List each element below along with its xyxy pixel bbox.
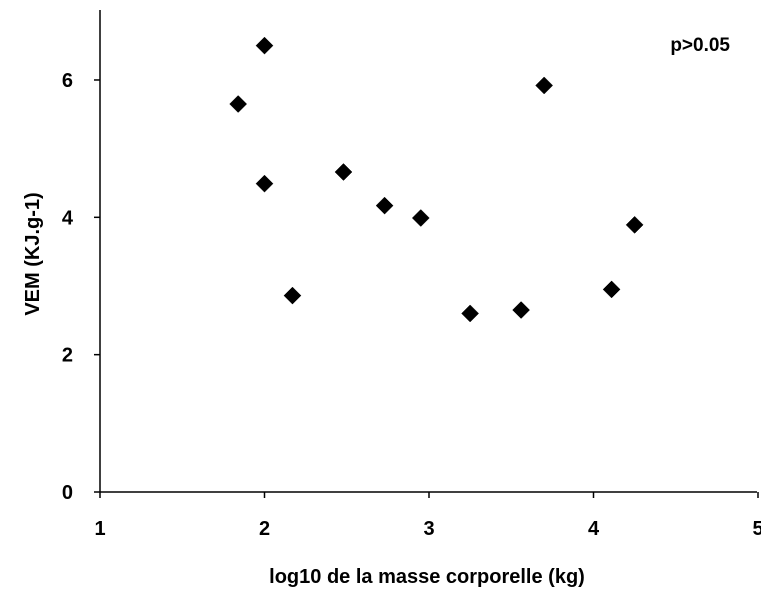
y-tick-label-6: 6 [62,70,73,92]
y-axis-title: VEM (KJ.g-1) [22,192,44,315]
data-point-12 [625,216,644,234]
data-point-9 [512,301,530,319]
x-tick-label-2: 2 [259,518,270,540]
tick-labels: 1 2 3 4 5 0 2 4 6 [62,70,761,540]
y-tick-label-4: 4 [62,207,74,229]
y-tick-label-2: 2 [62,345,73,367]
data-point-6 [375,196,394,215]
x-axis-title: log10 de la masse corporelle (kg) [269,566,585,588]
data-point-10 [535,76,554,95]
data-point-3 [255,174,274,193]
data-point-5 [334,163,353,181]
axes [99,10,757,493]
ticks [94,79,759,498]
x-tick-label-5: 5 [752,518,761,540]
data-point-11 [602,280,621,299]
x-tick-label-1: 1 [94,518,105,540]
data-points [229,36,644,323]
data-point-7 [411,209,430,227]
data-point-1 [229,95,248,113]
data-point-4 [283,286,302,305]
x-tick-label-3: 3 [423,518,434,540]
data-point-8 [461,304,479,323]
data-point-2 [255,36,274,55]
p-value-annotation: p>0.05 [670,35,730,56]
x-tick-label-4: 4 [588,518,600,540]
y-tick-label-0: 0 [62,482,73,504]
